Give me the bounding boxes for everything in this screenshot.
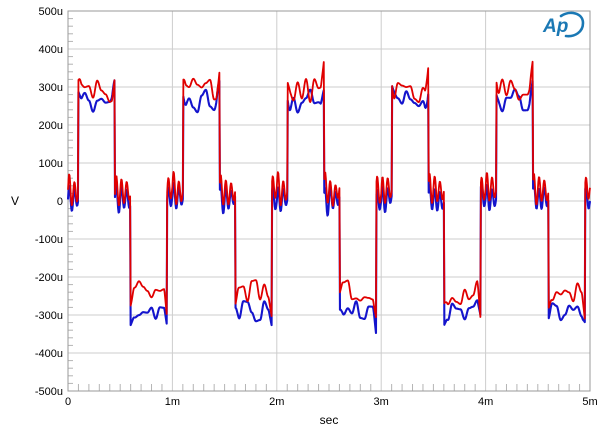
y-tick-label: 100u	[39, 158, 63, 170]
logo-swoosh-icon	[559, 11, 585, 38]
red-trace-line	[67, 60, 591, 320]
y-tick-label: 200u	[39, 120, 63, 132]
audio-precision-logo: Ap	[540, 11, 586, 39]
y-tick-label: -500u	[35, 386, 63, 398]
x-axis-unit-label: sec	[319, 413, 339, 427]
y-tick-label: -100u	[35, 234, 63, 246]
y-tick-label: -300u	[35, 310, 63, 322]
ap-logo-icon: Ap	[542, 11, 585, 38]
logo-text: Ap	[542, 16, 568, 37]
y-tick-label: 400u	[39, 44, 63, 56]
waveform-traces	[66, 60, 592, 335]
y-tick-label: -400u	[35, 348, 63, 360]
plot-border	[67, 10, 591, 392]
y-tick-label: -200u	[35, 272, 63, 284]
x-tick-label: 4m	[478, 396, 493, 408]
tick-labels: 500u 400u 300u 200u 100u 0 -100u -200u -300u -400…	[35, 6, 598, 408]
x-tick-label: 1m	[165, 396, 180, 408]
x-tick-label: 3m	[374, 396, 389, 408]
y-tick-label: 300u	[39, 82, 63, 94]
minor-ticks	[68, 18, 581, 391]
x-tick-label: 2m	[269, 396, 284, 408]
y-tick-label: 0	[57, 196, 63, 208]
x-tick-label: 0	[65, 396, 71, 408]
x-tick-label: 5m	[582, 396, 597, 408]
y-axis-unit-label: V	[10, 194, 19, 208]
y-tick-label: 500u	[39, 6, 63, 18]
